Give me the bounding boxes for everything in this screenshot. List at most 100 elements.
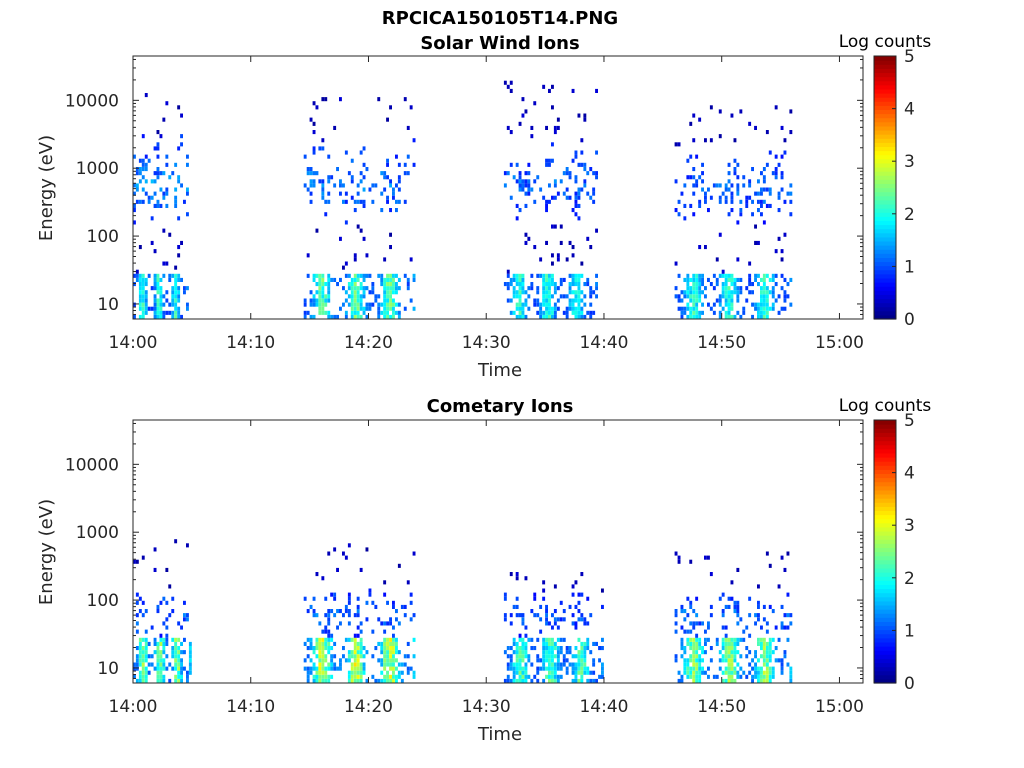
spectrogram-cell bbox=[724, 277, 728, 282]
spectrogram-cell bbox=[162, 261, 166, 266]
spectrogram-cell bbox=[533, 199, 537, 204]
spectrogram-cell bbox=[704, 650, 707, 655]
spectrogram-cell bbox=[545, 646, 548, 651]
spectrogram-cell bbox=[339, 306, 342, 311]
x-tick-label: 14:40 bbox=[579, 333, 628, 353]
spectrogram-cell bbox=[168, 310, 172, 315]
spectrogram-cell bbox=[754, 662, 757, 667]
spectrogram-cell bbox=[356, 183, 360, 188]
spectrogram-cell bbox=[545, 604, 548, 609]
spectrogram-cell bbox=[562, 310, 566, 315]
spectrogram-cell bbox=[692, 314, 696, 319]
spectrogram-cell bbox=[751, 199, 754, 204]
spectrogram-cell bbox=[386, 290, 389, 295]
spectrogram-cell bbox=[553, 621, 557, 626]
spectrogram-cell bbox=[768, 641, 772, 646]
spectrogram-cell bbox=[757, 191, 760, 196]
spectrogram-cell bbox=[704, 555, 707, 560]
spectrogram-cell bbox=[324, 629, 328, 634]
spectrogram-cell bbox=[324, 654, 328, 659]
spectrogram-cell bbox=[551, 670, 554, 675]
spectrogram-cell bbox=[153, 203, 157, 208]
spectrogram-cell bbox=[339, 277, 342, 282]
spectrogram-cell bbox=[147, 641, 151, 646]
spectrogram-cell bbox=[760, 314, 763, 319]
spectrogram-cell bbox=[371, 286, 375, 291]
spectrogram-cell bbox=[309, 171, 313, 176]
spectrogram-cell bbox=[377, 97, 381, 102]
spectrogram-cell bbox=[359, 150, 363, 155]
colorbar-swatch bbox=[874, 658, 896, 664]
spectrogram-cell bbox=[748, 273, 752, 278]
spectrogram-cell bbox=[765, 130, 769, 135]
spectrogram-cell bbox=[392, 191, 395, 196]
spectrogram-cell bbox=[736, 600, 740, 605]
spectrogram-cell bbox=[724, 654, 728, 659]
spectrogram-cell bbox=[760, 646, 763, 651]
spectrogram-cell bbox=[760, 290, 763, 295]
spectrogram-cell bbox=[689, 674, 693, 679]
spectrogram-cell bbox=[397, 286, 401, 291]
spectrogram-cell bbox=[524, 290, 528, 295]
spectrogram-cell bbox=[306, 253, 310, 258]
colorbar-swatch bbox=[874, 498, 896, 503]
colorbar-swatch bbox=[874, 596, 896, 602]
spectrogram-cell bbox=[374, 183, 378, 188]
spectrogram-cell bbox=[548, 646, 551, 651]
spectrogram-cell bbox=[318, 310, 322, 315]
spectrogram-cell bbox=[712, 183, 716, 188]
spectrogram-cell bbox=[715, 277, 719, 282]
spectrogram-cell bbox=[771, 286, 775, 291]
colorbar-swatch bbox=[874, 481, 896, 487]
spectrogram-cell bbox=[736, 604, 740, 609]
cometary-panel-title: Cometary Ions bbox=[427, 396, 574, 417]
spectrogram-cell bbox=[144, 646, 148, 651]
spectrogram-cell bbox=[521, 621, 525, 626]
spectrogram-cell bbox=[412, 277, 416, 282]
spectrogram-cell bbox=[565, 167, 569, 172]
spectrogram-cell bbox=[542, 588, 546, 593]
spectrogram-cell bbox=[168, 613, 172, 618]
spectrogram-cell bbox=[762, 604, 766, 609]
spectrogram-cell bbox=[701, 290, 704, 295]
spectrogram-cell bbox=[574, 310, 578, 315]
spectrogram-cell bbox=[321, 662, 325, 667]
spectrogram-cell bbox=[386, 600, 389, 605]
spectrogram-cell bbox=[412, 613, 416, 618]
spectrogram-cell bbox=[680, 298, 684, 303]
colorbar-swatch bbox=[874, 56, 896, 61]
spectrogram-cell bbox=[583, 179, 587, 184]
spectrogram-cell bbox=[324, 625, 328, 630]
spectrogram-cell bbox=[533, 101, 537, 106]
cometary-x-axis-label: Time bbox=[477, 724, 522, 745]
spectrogram-cell bbox=[141, 306, 145, 311]
spectrogram-cell bbox=[709, 658, 713, 663]
spectrogram-cell bbox=[683, 629, 687, 634]
spectrogram-cell bbox=[518, 613, 522, 618]
spectrogram-cell bbox=[765, 670, 769, 675]
spectrogram-cell bbox=[180, 625, 183, 630]
spectrogram-cell bbox=[524, 650, 528, 655]
burst-4 bbox=[674, 551, 793, 683]
spectrogram-cell bbox=[721, 282, 725, 287]
spectrogram-cell bbox=[783, 567, 787, 572]
spectrogram-cell bbox=[586, 171, 590, 176]
spectrogram-cell bbox=[751, 666, 754, 671]
spectrogram-cell bbox=[577, 282, 581, 287]
spectrogram-cell bbox=[574, 290, 578, 295]
spectrogram-cell bbox=[530, 125, 534, 130]
spectrogram-cell bbox=[133, 220, 136, 225]
spectrogram-cell bbox=[386, 314, 389, 319]
colorbar-swatch bbox=[874, 84, 896, 90]
spectrogram-cell bbox=[527, 179, 531, 184]
spectrogram-cell bbox=[692, 674, 696, 679]
spectrogram-cell bbox=[180, 662, 183, 667]
spectrogram-cell bbox=[595, 286, 598, 291]
colorbar-swatch bbox=[874, 625, 896, 631]
spectrogram-cell bbox=[565, 257, 569, 262]
spectrogram-cell bbox=[695, 298, 699, 303]
spectrogram-cell bbox=[524, 191, 528, 196]
spectrogram-cell bbox=[757, 617, 760, 622]
spectrogram-cell bbox=[692, 654, 696, 659]
spectrogram-cell bbox=[692, 277, 696, 282]
